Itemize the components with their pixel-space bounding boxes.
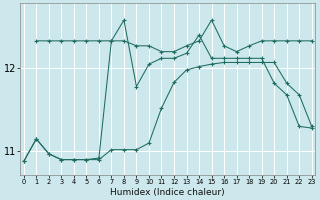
X-axis label: Humidex (Indice chaleur): Humidex (Indice chaleur) bbox=[110, 188, 225, 197]
